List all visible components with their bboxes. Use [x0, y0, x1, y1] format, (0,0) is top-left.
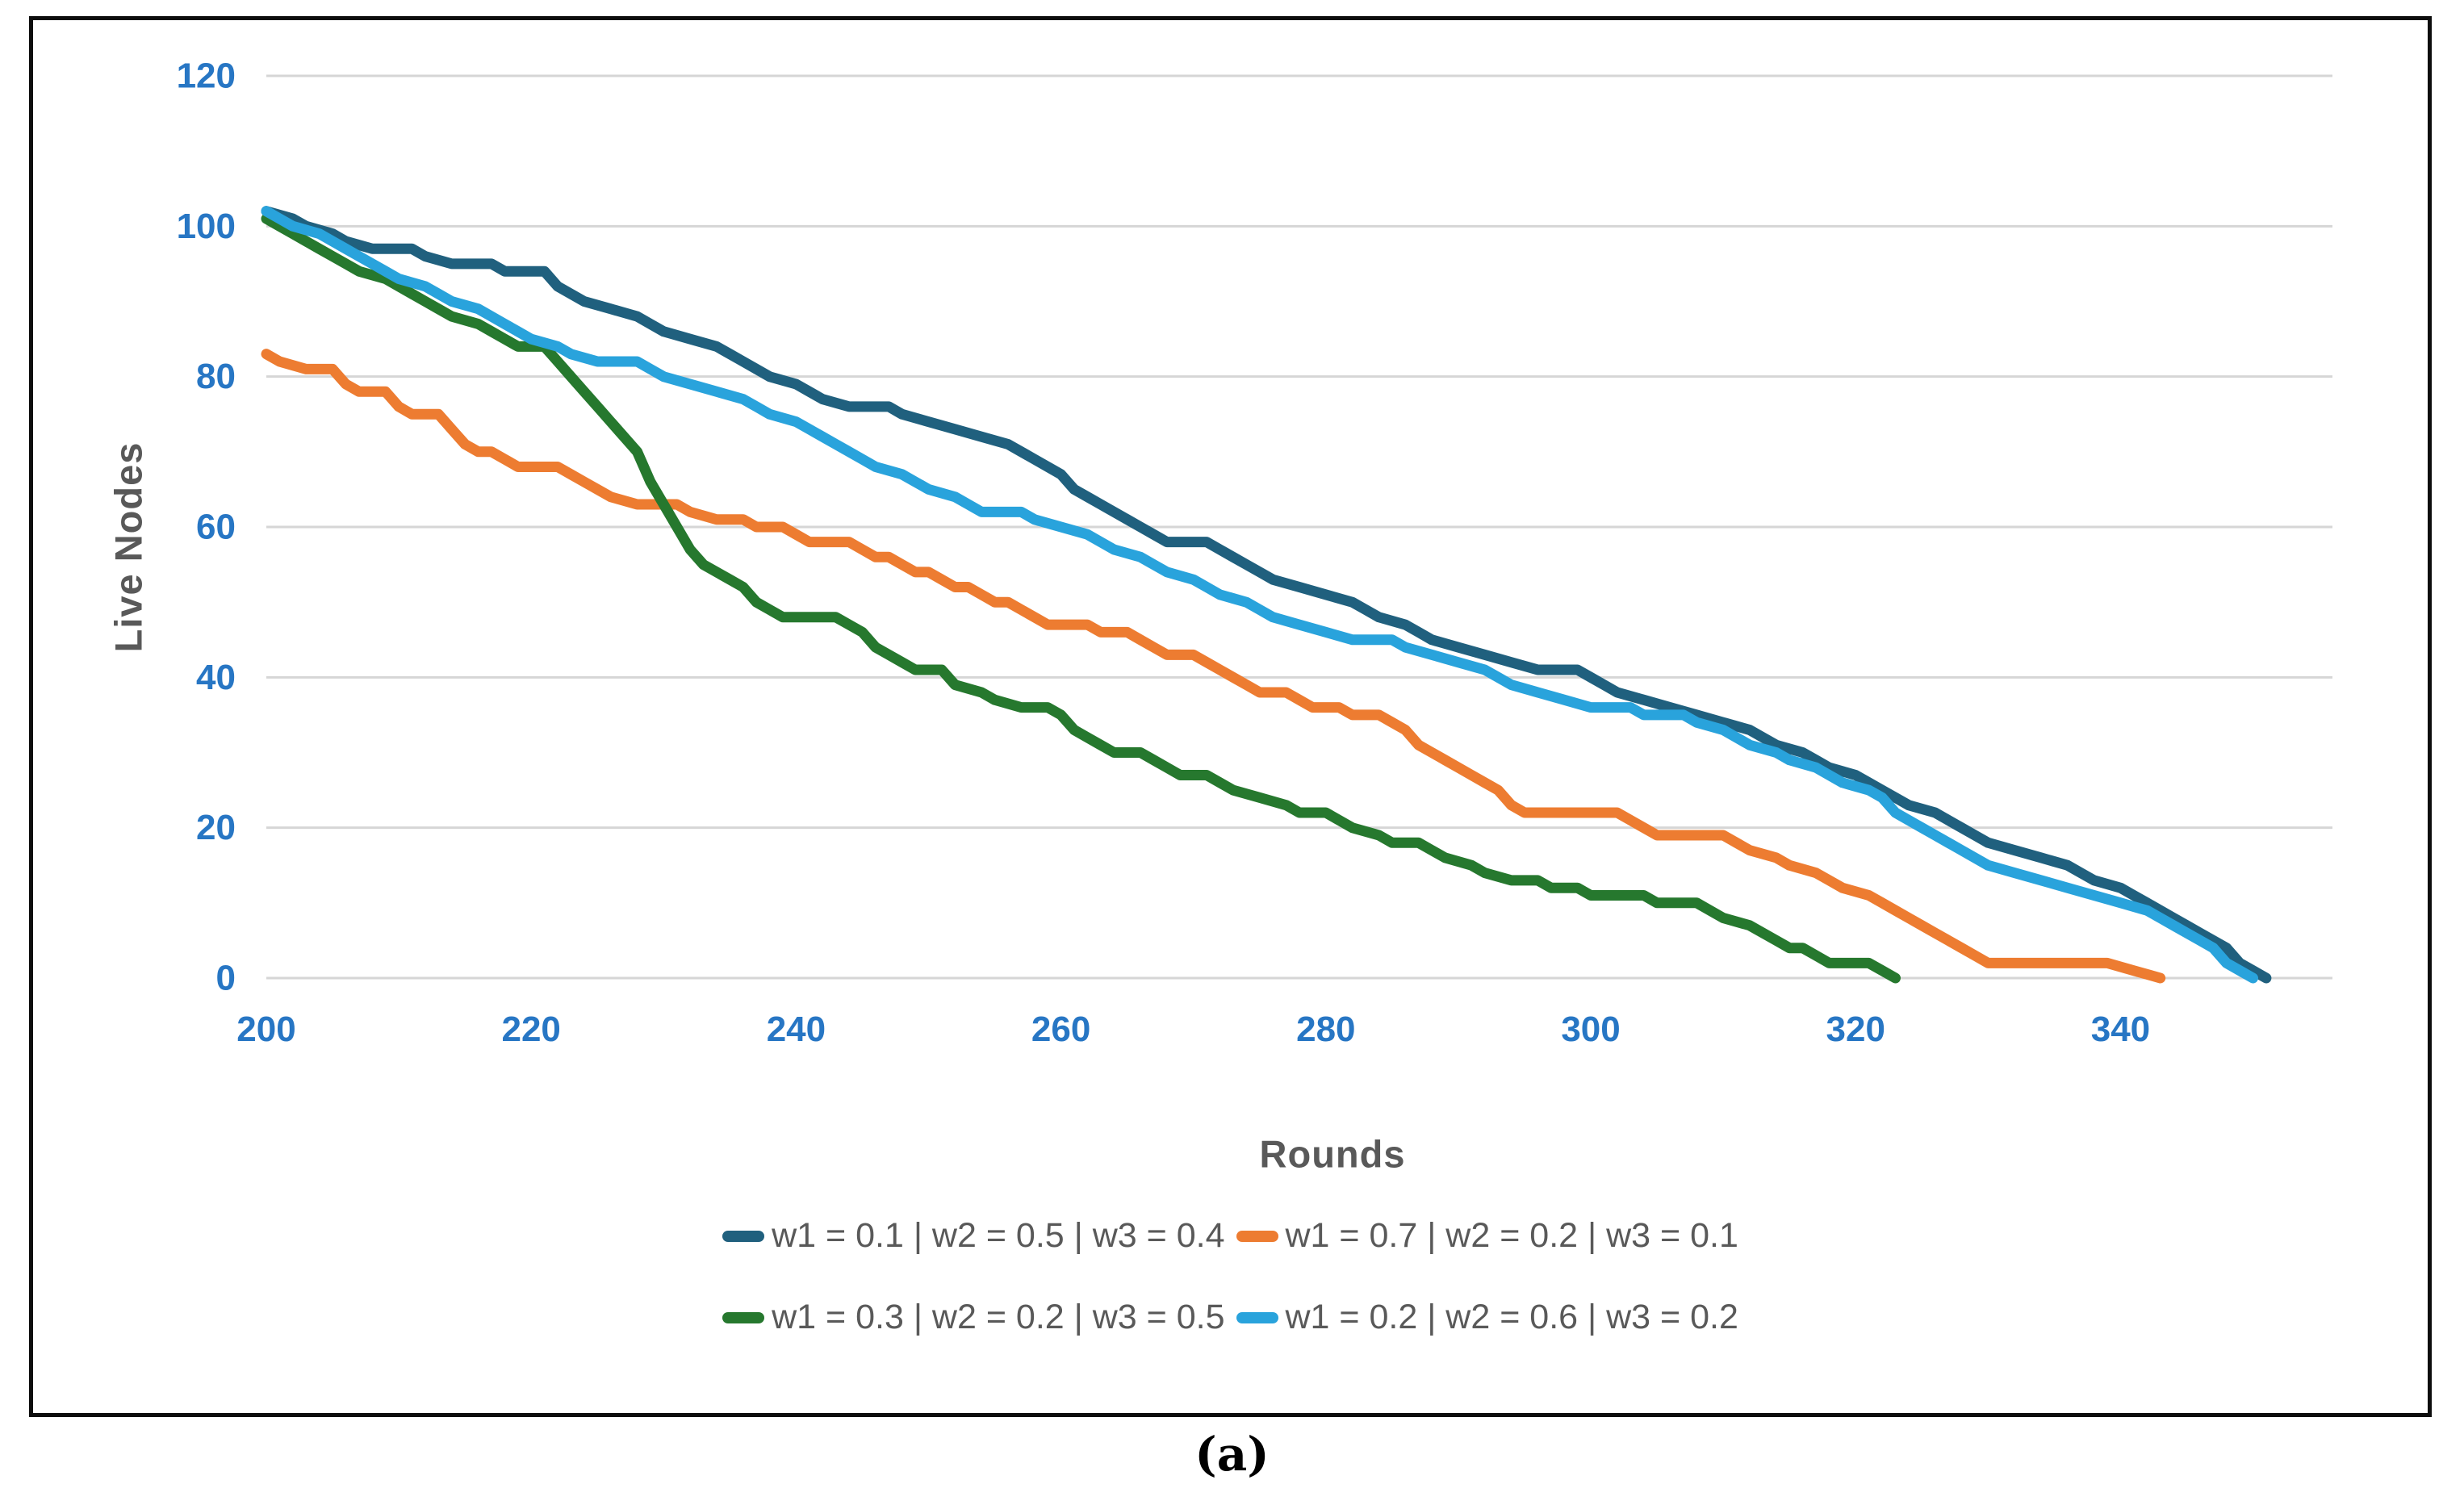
legend-row-1: w1 = 0.1 | w2 = 0.5 | w3 = 0.4 w1 = 0.7 …	[722, 1216, 1738, 1256]
legend-row-2: w1 = 0.3 | w2 = 0.2 | w3 = 0.5 w1 = 0.2 …	[722, 1298, 1738, 1337]
legend-label: w1 = 0.1 | w2 = 0.5 | w3 = 0.4	[772, 1216, 1225, 1255]
legend-entry-series-3: w1 = 0.3 | w2 = 0.2 | w3 = 0.5	[722, 1298, 1225, 1337]
y-axis-title: Live Nodes	[107, 441, 150, 653]
legend-swatch-light-blue	[1236, 1311, 1278, 1323]
legend-entry-series-4: w1 = 0.2 | w2 = 0.6 | w3 = 0.2	[1236, 1298, 1738, 1337]
x-axis-title: Rounds	[1259, 1132, 1406, 1176]
figure-caption: (a)	[1194, 1427, 1270, 1482]
legend-swatch-dark-teal	[722, 1230, 765, 1242]
legend-swatch-orange	[1236, 1230, 1278, 1242]
legend-label: w1 = 0.3 | w2 = 0.2 | w3 = 0.5	[772, 1298, 1225, 1336]
chart-legend: w1 = 0.1 | w2 = 0.5 | w3 = 0.4 w1 = 0.7 …	[33, 1216, 2428, 1337]
legend-label: w1 = 0.7 | w2 = 0.2 | w3 = 0.1	[1285, 1216, 1738, 1255]
legend-entry-series-1: w1 = 0.1 | w2 = 0.5 | w3 = 0.4	[722, 1216, 1225, 1256]
legend-entry-series-2: w1 = 0.7 | w2 = 0.2 | w3 = 0.1	[1236, 1216, 1738, 1256]
legend-swatch-green	[722, 1311, 765, 1323]
legend-label: w1 = 0.2 | w2 = 0.6 | w3 = 0.2	[1285, 1298, 1738, 1336]
chart-frame: Live Nodes Rounds w1 = 0.1 | w2 = 0.5 | …	[29, 16, 2432, 1417]
